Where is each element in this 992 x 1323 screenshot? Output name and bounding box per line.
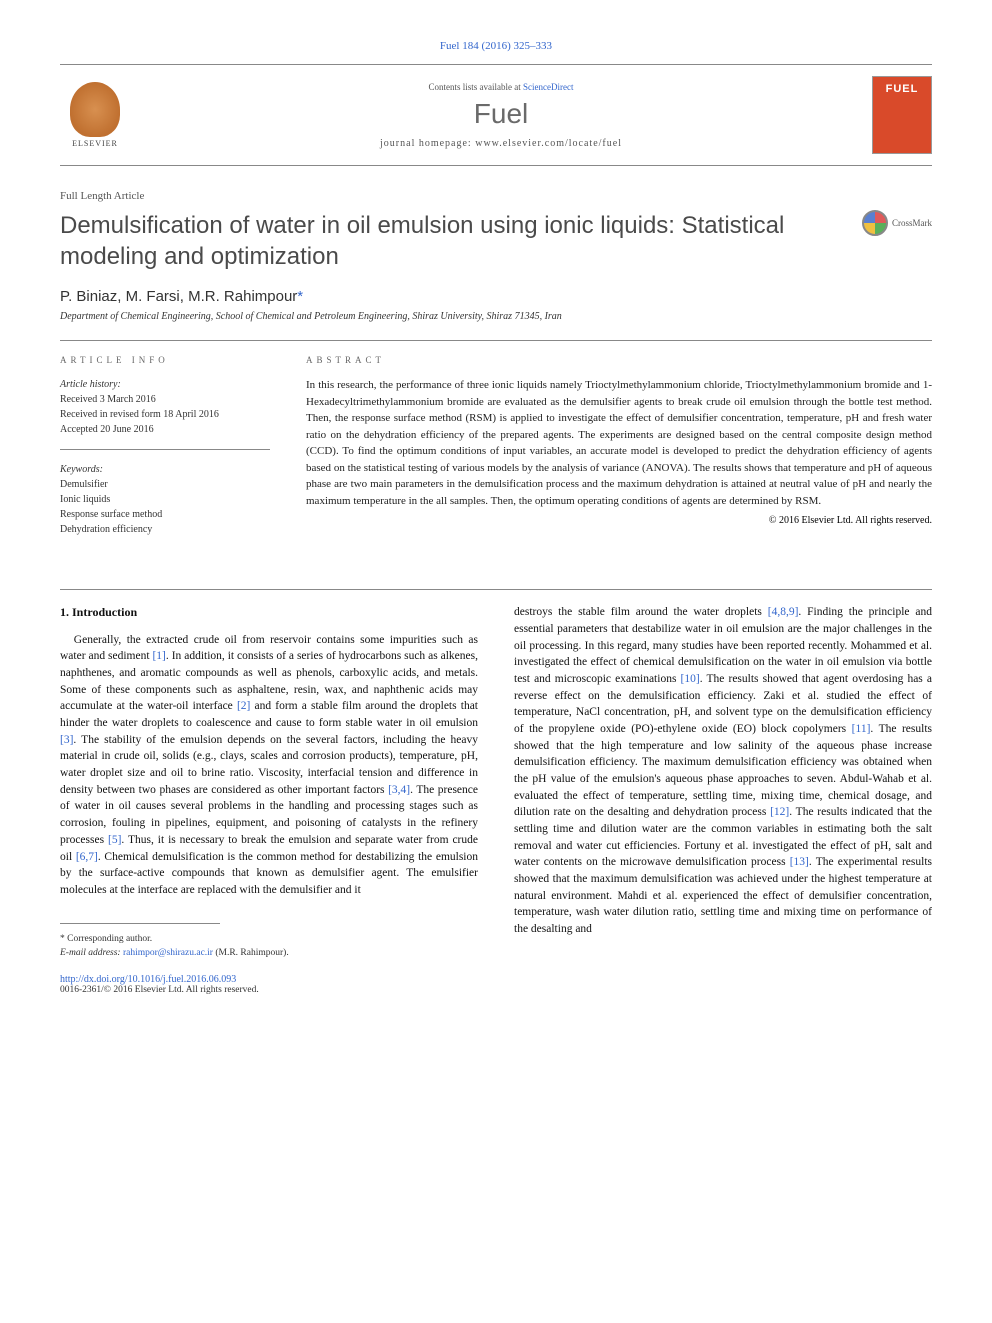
authors: P. Biniaz, M. Farsi, M.R. Rahimpour* [60,288,932,305]
affiliation: Department of Chemical Engineering, Scho… [60,311,932,322]
ref-link[interactable]: [1] [152,650,165,662]
elsevier-label: ELSEVIER [72,139,118,148]
contents-line: Contents lists available at ScienceDirec… [130,82,872,92]
body-col-left: 1. Introduction Generally, the extracted… [60,604,478,960]
ref-link[interactable]: [12] [770,806,789,818]
ref-link[interactable]: [6,7] [76,851,98,863]
history-label: Article history: [60,377,270,392]
corr-author-note: * Corresponding author. [60,932,478,946]
body-columns: 1. Introduction Generally, the extracted… [60,604,932,960]
citation-header: Fuel 184 (2016) 325–333 [60,40,932,52]
email-link[interactable]: rahimpor@shirazu.ac.ir [123,948,213,958]
footnote-block: * Corresponding author. E-mail address: … [60,932,478,961]
copyright: © 2016 Elsevier Ltd. All rights reserved… [306,515,932,526]
article-type: Full Length Article [60,190,932,202]
keyword: Dehydration efficiency [60,522,270,537]
article-info-col: ARTICLE INFO Article history: Received 3… [60,355,270,561]
footnote-separator [60,923,220,924]
ref-link[interactable]: [3] [60,734,73,746]
journal-banner: ELSEVIER Contents lists available at Sci… [60,64,932,166]
info-abstract-row: ARTICLE INFO Article history: Received 3… [60,355,932,561]
divider-top [60,340,932,341]
contents-prefix: Contents lists available at [429,82,523,92]
elsevier-tree-icon [70,82,120,137]
homepage-link[interactable]: www.elsevier.com/locate/fuel [475,138,622,149]
ref-link[interactable]: [13] [790,856,809,868]
body-col-right: destroys the stable film around the wate… [514,604,932,960]
crossmark-icon [862,210,888,236]
ref-link[interactable]: [10] [681,673,700,685]
ref-link[interactable]: [4,8,9] [768,606,799,618]
keywords-label: Keywords: [60,462,270,477]
homepage-prefix: journal homepage: [380,138,475,149]
citation-link[interactable]: Fuel 184 (2016) 325–333 [440,40,552,52]
accepted: Accepted 20 June 2016 [60,422,270,437]
journal-cover[interactable]: FUEL [872,76,932,154]
received: Received 3 March 2016 [60,392,270,407]
abstract-label: ABSTRACT [306,355,932,365]
keyword: Demulsifier [60,477,270,492]
email-name: (M.R. Rahimpour). [213,948,289,958]
ref-link[interactable]: [2] [237,700,250,712]
body-paragraph: Generally, the extracted crude oil from … [60,632,478,899]
article-title: Demulsification of water in oil emulsion… [60,210,842,272]
ref-link[interactable]: [11] [852,723,871,735]
authors-list: P. Biniaz, M. Farsi, M.R. Rahimpour [60,288,297,305]
crossmark-badge[interactable]: CrossMark [862,210,932,236]
cover-text: FUEL [886,83,919,95]
email-label: E-mail address: [60,948,121,958]
homepage-line: journal homepage: www.elsevier.com/locat… [130,138,872,149]
sciencedirect-link[interactable]: ScienceDirect [523,82,573,92]
info-label: ARTICLE INFO [60,355,270,365]
divider-bottom [60,589,932,590]
email-line: E-mail address: rahimpor@shirazu.ac.ir (… [60,946,478,960]
abstract-col: ABSTRACT In this research, the performan… [306,355,932,561]
keywords-block: Keywords: Demulsifier Ionic liquids Resp… [60,462,270,549]
doi-link[interactable]: http://dx.doi.org/10.1016/j.fuel.2016.06… [60,974,236,985]
body-paragraph: destroys the stable film around the wate… [514,604,932,937]
corr-star: * [297,288,303,305]
crossmark-label: CrossMark [892,218,932,228]
elsevier-logo[interactable]: ELSEVIER [60,75,130,155]
ref-link[interactable]: [5] [108,834,121,846]
doi-line: http://dx.doi.org/10.1016/j.fuel.2016.06… [60,974,932,985]
abstract-text: In this research, the performance of thr… [306,377,932,509]
keyword: Ionic liquids [60,492,270,507]
section-number: 1. [60,605,69,619]
issn-line: 0016-2361/© 2016 Elsevier Ltd. All right… [60,985,932,995]
banner-center: Contents lists available at ScienceDirec… [130,82,872,149]
keyword: Response surface method [60,507,270,522]
journal-name: Fuel [130,98,872,130]
history-block: Article history: Received 3 March 2016 R… [60,377,270,450]
ref-link[interactable]: [3,4] [388,784,410,796]
section-heading: 1. Introduction [60,604,478,621]
revised: Received in revised form 18 April 2016 [60,407,270,422]
section-title: Introduction [72,605,137,619]
